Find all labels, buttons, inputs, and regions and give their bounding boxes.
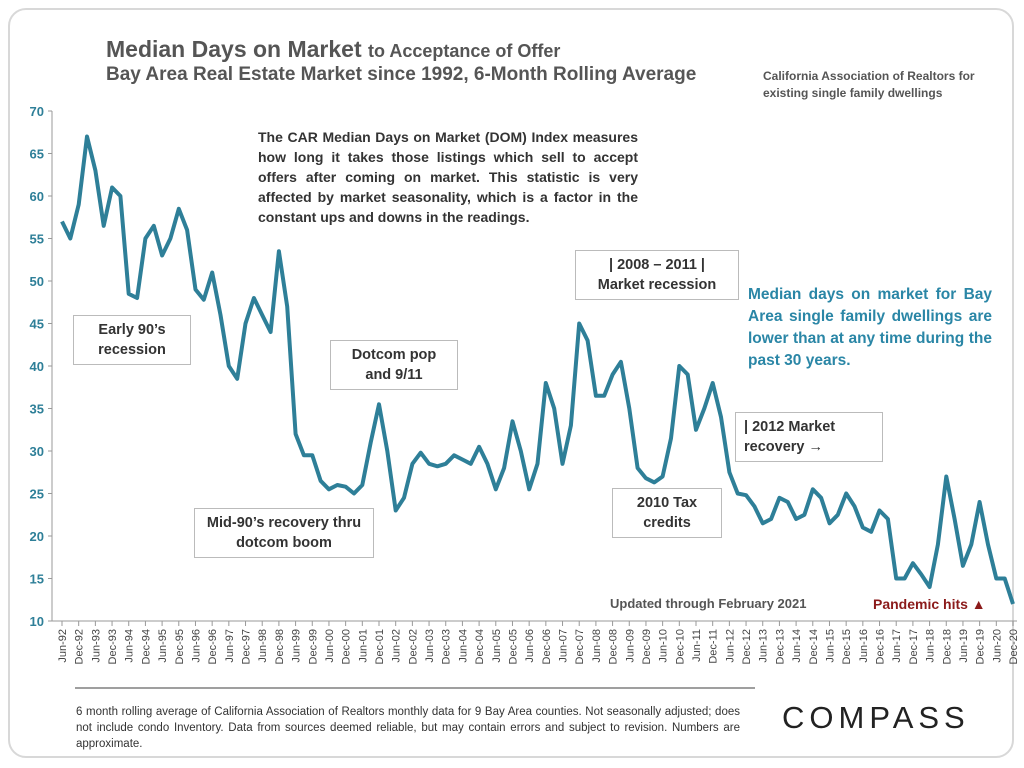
x-tick-label: Jun-10 <box>658 629 670 663</box>
footnote: 6 month rolling average of California As… <box>76 706 740 750</box>
x-tick-label: Dec-98 <box>274 629 286 664</box>
x-tick-label: Dec-11 <box>708 629 720 664</box>
x-tick-label: Dec-99 <box>307 629 319 664</box>
y-tick-label: 45 <box>30 317 44 332</box>
x-tick-label: Dec-17 <box>908 629 920 664</box>
x-tick-label: Jun-03 <box>424 629 436 663</box>
y-tick-label: 70 <box>30 104 44 119</box>
y-tick-label: 50 <box>30 274 44 289</box>
annotation: Updated through February 2021 <box>610 596 807 611</box>
x-tick-label: Dec-05 <box>507 629 519 664</box>
y-tick-label: 55 <box>30 232 44 247</box>
x-tick-label: Jun-04 <box>457 629 469 663</box>
card <box>8 8 1014 758</box>
x-tick-label: Jun-02 <box>391 629 403 663</box>
x-tick-label: Dec-06 <box>541 629 553 664</box>
title-main: Median Days on Market <box>106 36 362 62</box>
x-tick-label: Jun-15 <box>824 629 836 663</box>
x-tick-label: Dec-00 <box>341 629 353 664</box>
x-tick-label: Jun-11 <box>691 629 703 662</box>
x-tick-label: Dec-15 <box>841 629 853 664</box>
x-tick-label: Dec-12 <box>741 629 753 664</box>
x-tick-label: Jun-96 <box>190 629 202 663</box>
data-line <box>60 134 1015 605</box>
x-tick-label: Jun-00 <box>324 629 336 663</box>
x-tick-label: Dec-19 <box>975 629 987 664</box>
x-tick-label: Dec-14 <box>808 629 820 664</box>
annotation: The CAR Median Days on Market (DOM) Inde… <box>258 129 638 225</box>
x-tick-label: Jun-20 <box>991 629 1003 663</box>
x-tick-label: Dec-18 <box>941 629 953 664</box>
x-tick-label: Jun-97 <box>224 629 236 663</box>
y-tick-label: 25 <box>30 487 44 502</box>
x-tick-label: Jun-17 <box>891 629 903 663</box>
x-tick-label: Jun-92 <box>57 629 69 663</box>
x-tick-label: Dec-01 <box>374 629 386 664</box>
annotation: Mid-90’s recovery thru dotcom boom <box>194 508 374 558</box>
x-tick-label: Dec-93 <box>107 629 119 664</box>
x-tick-label: Dec-96 <box>207 629 219 664</box>
source: California Association of Realtors for e… <box>763 69 975 100</box>
x-tick-label: Dec-13 <box>774 629 786 664</box>
x-tick-label: Jun-95 <box>157 629 169 663</box>
x-tick-label: Jun-94 <box>124 629 136 663</box>
x-tick-label: Dec-92 <box>74 629 86 664</box>
chart-subtitle: Bay Area Real Estate Market since 1992, … <box>106 64 697 85</box>
x-tick-label: Jun-09 <box>624 629 636 663</box>
x-tick-label: Dec-20 <box>1008 629 1020 664</box>
y-tick-label: 60 <box>30 189 44 204</box>
chart-title: Median Days on Market to Acceptance of O… <box>106 36 560 63</box>
annotation: | 2012 Market recovery → <box>735 412 883 462</box>
x-tick-label: Jun-98 <box>257 629 269 663</box>
x-tick-label: Dec-94 <box>140 629 152 664</box>
y-tick-label: 40 <box>30 359 44 374</box>
x-tick-label: Dec-16 <box>875 629 887 664</box>
x-tick-label: Jun-05 <box>491 629 503 663</box>
annotation: Early 90’s recession <box>73 315 191 365</box>
y-tick-label: 20 <box>30 529 44 544</box>
x-tick-label: Jun-08 <box>591 629 603 663</box>
x-tick-label: Dec-02 <box>407 629 419 664</box>
x-tick-label: Jun-19 <box>958 629 970 663</box>
x-tick-label: Jun-16 <box>858 629 870 663</box>
annotation: Median days on market for Bay Area singl… <box>748 286 992 369</box>
x-tick-label: Jun-14 <box>791 629 803 663</box>
y-tick-label: 35 <box>30 402 44 417</box>
x-tick-label: Jun-07 <box>558 629 570 663</box>
x-tick-label: Jun-01 <box>357 629 369 663</box>
x-tick-label: Dec-03 <box>441 629 453 664</box>
x-tick-label: Jun-18 <box>925 629 937 663</box>
annotation: | 2008 – 2011 | Market recession <box>575 250 739 300</box>
x-tick-label: Jun-06 <box>524 629 536 663</box>
brand-logo: COMPASS <box>782 700 970 735</box>
x-tick-label: Dec-09 <box>641 629 653 664</box>
y-tick-label: 15 <box>30 572 44 587</box>
annotation: Pandemic hits ▲ <box>873 596 986 612</box>
x-tick-label: Dec-08 <box>608 629 620 664</box>
x-tick-label: Jun-99 <box>291 629 303 663</box>
x-tick-label: Dec-10 <box>674 629 686 664</box>
x-tick-label: Dec-95 <box>174 629 186 664</box>
x-tick-label: Jun-12 <box>724 629 736 663</box>
x-tick-label: Dec-07 <box>574 629 586 664</box>
y-tick-label: 10 <box>30 614 44 629</box>
x-tick-label: Jun-93 <box>90 629 102 663</box>
title-suffix: to Acceptance of Offer <box>368 41 561 61</box>
y-tick-label: 30 <box>30 444 44 459</box>
annotation: 2010 Tax credits <box>612 488 722 538</box>
x-tick-label: Dec-97 <box>241 629 253 664</box>
x-tick-label: Jun-13 <box>758 629 770 663</box>
annotation: Dotcom pop and 9/11 <box>330 340 458 390</box>
y-tick-label: 65 <box>30 147 44 162</box>
x-tick-label: Dec-04 <box>474 629 486 664</box>
